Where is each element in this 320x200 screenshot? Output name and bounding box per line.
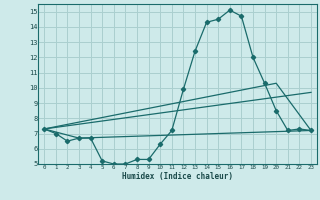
X-axis label: Humidex (Indice chaleur): Humidex (Indice chaleur) xyxy=(122,172,233,181)
